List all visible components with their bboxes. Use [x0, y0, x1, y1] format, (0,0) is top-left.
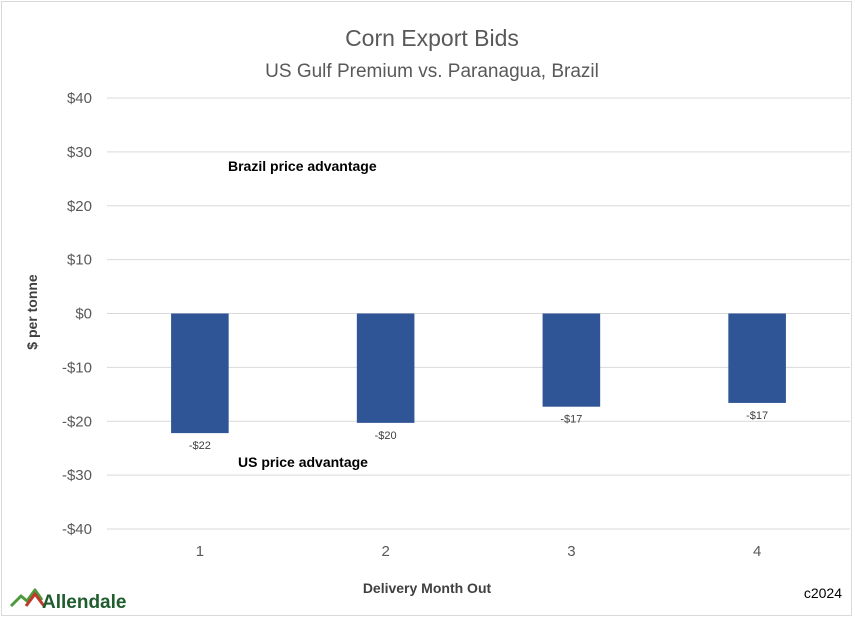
chart-subtitle: US Gulf Premium vs. Paranagua, Brazil [265, 61, 599, 82]
annotation-brazil-advantage: Brazil price advantage [228, 158, 377, 174]
y-tick-label: -$10 [62, 359, 92, 376]
bars [171, 313, 786, 434]
y-tick-label: $30 [67, 144, 92, 161]
mountain-icon [9, 588, 46, 608]
annotation-us-advantage: US price advantage [238, 454, 368, 470]
y-tick-label: -$20 [62, 413, 92, 430]
data-label-3: -$17 [560, 414, 582, 426]
data-labels: -$22 -$20 -$17 -$17 [189, 410, 768, 452]
gridlines [107, 97, 850, 530]
x-axis-title: Delivery Month Out [363, 580, 492, 596]
logo-text: Allendale [42, 592, 126, 613]
x-tick-label-2: 2 [381, 543, 389, 560]
data-label-1: -$22 [189, 440, 211, 452]
y-axis-title: $ per tonne [24, 274, 40, 350]
y-tick-label: -$30 [62, 467, 92, 484]
allendale-logo: Allendale [9, 588, 126, 613]
y-tick-label: $0 [75, 306, 92, 323]
x-tick-label-3: 3 [567, 543, 575, 560]
y-axis-ticks: $40 $30 $20 $10 $0 -$10 -$20 -$30 -$40 [62, 90, 92, 538]
bar-1 [171, 313, 229, 434]
x-axis-ticks: 1 2 3 4 [196, 543, 762, 560]
bar-3 [542, 313, 601, 407]
y-tick-label: $10 [67, 252, 92, 269]
x-tick-label-4: 4 [753, 543, 761, 560]
y-tick-label: -$40 [62, 521, 92, 538]
y-tick-label: $40 [67, 90, 92, 107]
bar-2 [356, 313, 415, 423]
x-tick-label-1: 1 [196, 543, 204, 560]
y-tick-label: $20 [67, 198, 92, 215]
data-label-4: -$17 [746, 410, 768, 422]
chart-title: Corn Export Bids [345, 25, 519, 51]
data-label-2: -$20 [375, 430, 397, 442]
bar-4 [728, 313, 786, 403]
copyright-text: c2024 [804, 585, 842, 601]
